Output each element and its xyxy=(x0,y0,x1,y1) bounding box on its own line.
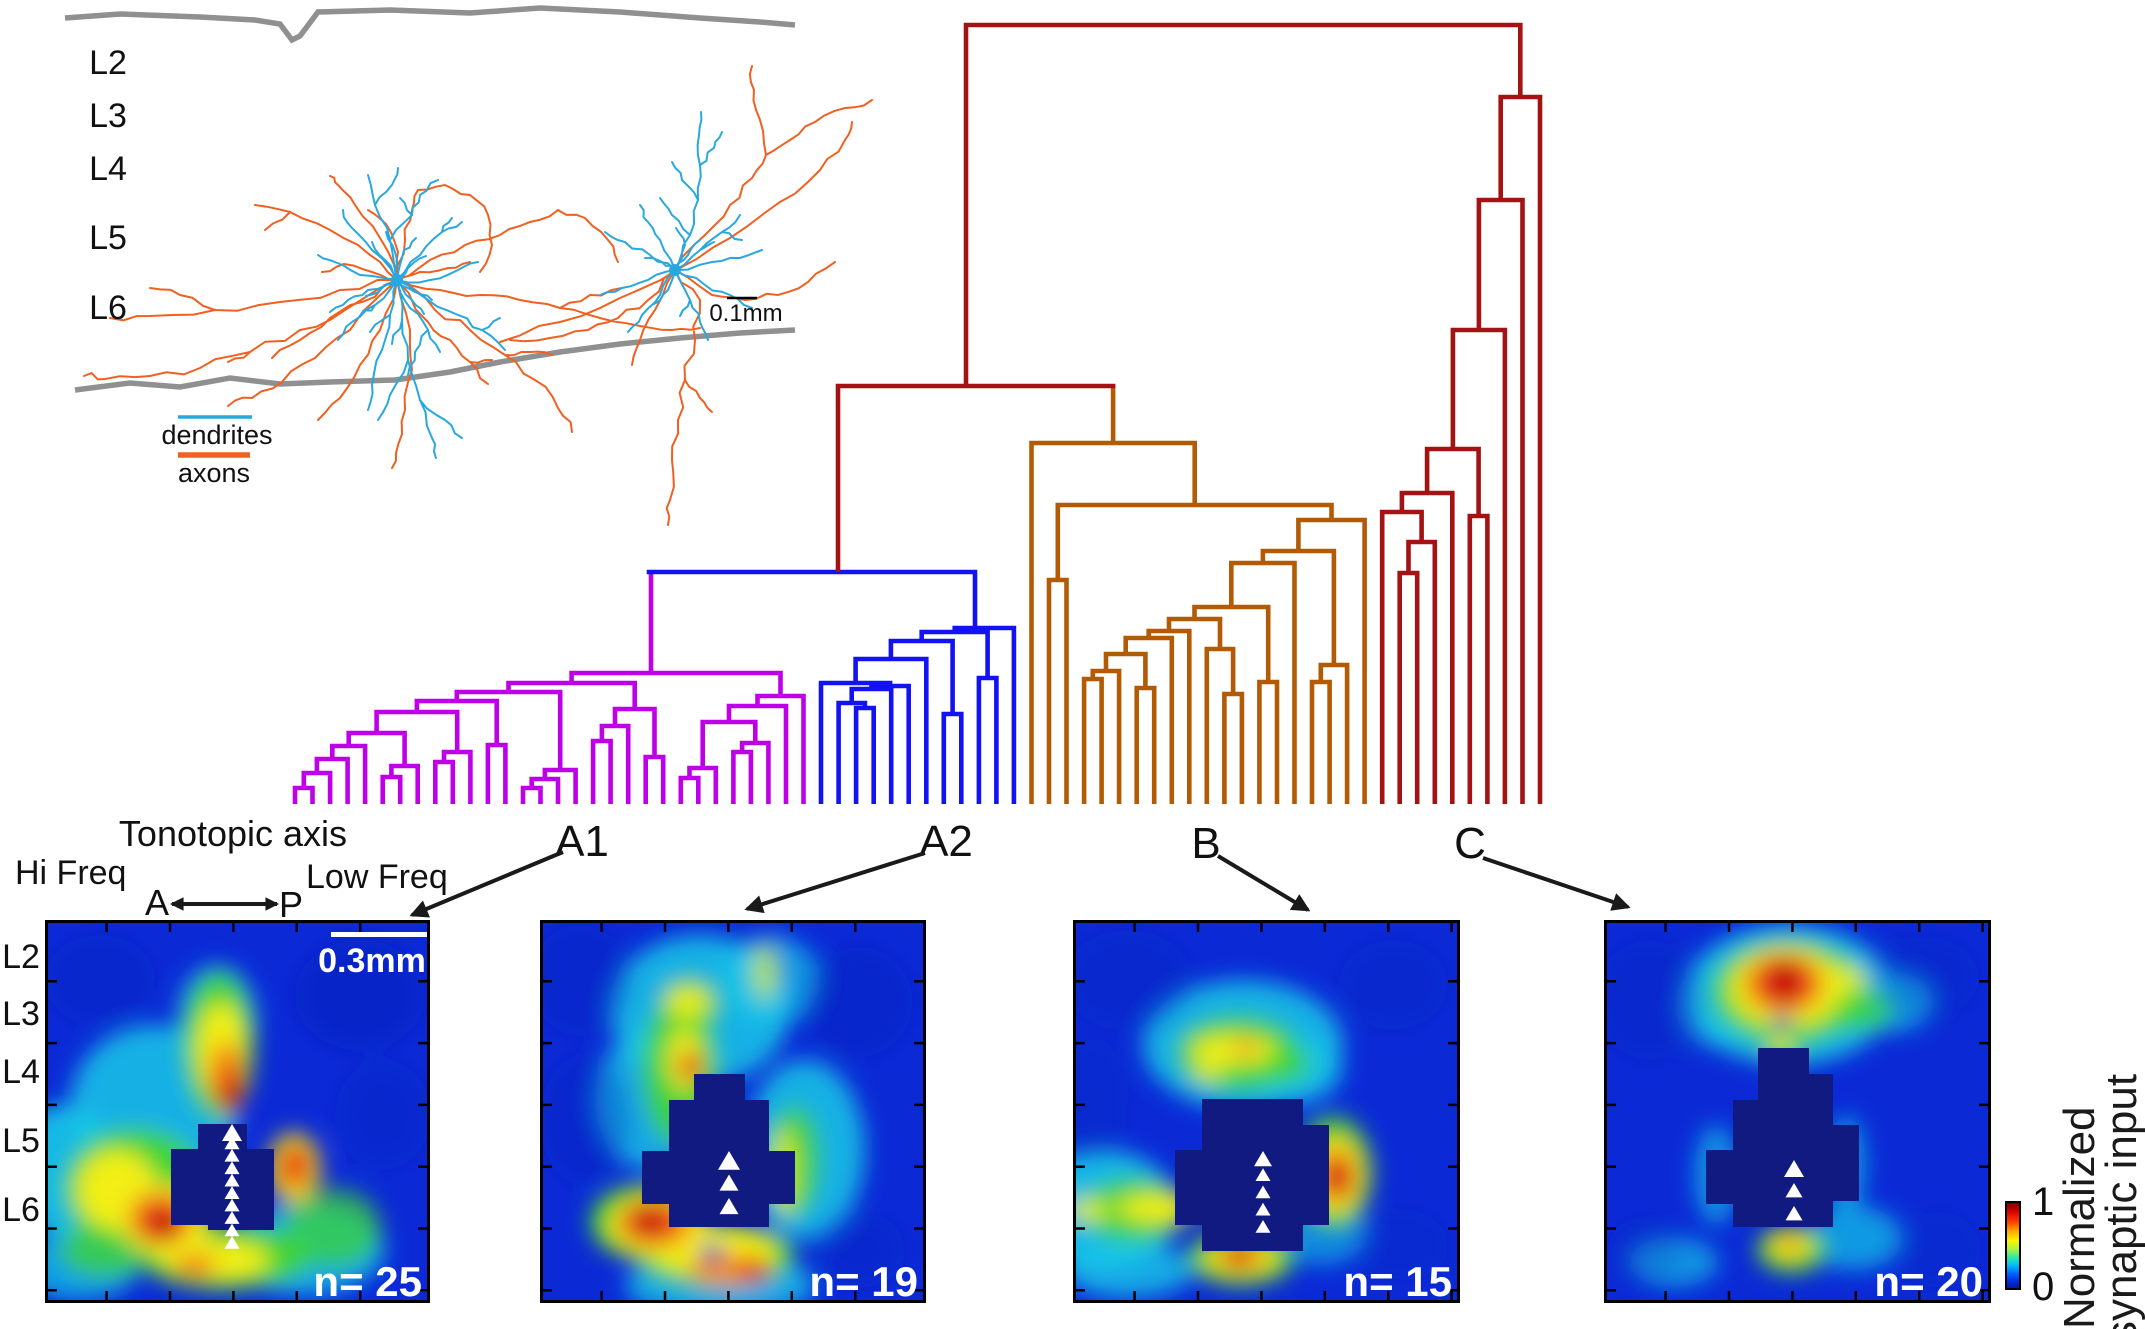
svg-text:C: C xyxy=(1454,819,1486,868)
svg-text:n= 15: n= 15 xyxy=(1343,1258,1452,1303)
svg-text:dendrites: dendrites xyxy=(161,420,272,450)
svg-text:Hi Freq: Hi Freq xyxy=(15,854,126,892)
svg-text:L6: L6 xyxy=(2,1191,40,1229)
svg-text:A1: A1 xyxy=(555,817,609,866)
svg-text:0.3mm: 0.3mm xyxy=(318,942,426,980)
svg-text:Low Freq: Low Freq xyxy=(306,858,448,896)
svg-text:P: P xyxy=(279,884,303,925)
svg-text:Normalized: Normalized xyxy=(2055,1106,2104,1329)
svg-text:0.1mm: 0.1mm xyxy=(709,300,782,327)
svg-text:n= 19: n= 19 xyxy=(809,1258,918,1303)
svg-text:L3: L3 xyxy=(2,995,40,1033)
svg-text:L2: L2 xyxy=(2,938,40,976)
svg-text:Tonotopic axis: Tonotopic axis xyxy=(119,813,347,854)
svg-text:L5: L5 xyxy=(2,1122,40,1160)
svg-text:L2: L2 xyxy=(89,44,127,82)
svg-text:A2: A2 xyxy=(919,817,973,866)
svg-text:L3: L3 xyxy=(89,97,127,135)
svg-text:B: B xyxy=(1191,819,1220,868)
svg-text:synaptic input: synaptic input xyxy=(2097,1074,2145,1329)
svg-text:n= 25: n= 25 xyxy=(313,1258,422,1303)
svg-text:L4: L4 xyxy=(2,1053,40,1091)
svg-text:n= 20: n= 20 xyxy=(1874,1258,1983,1303)
svg-text:L4: L4 xyxy=(89,150,127,188)
svg-text:A: A xyxy=(145,882,169,923)
svg-text:1: 1 xyxy=(2032,1180,2054,1224)
svg-text:L6: L6 xyxy=(89,289,127,327)
svg-text:axons: axons xyxy=(178,458,250,488)
svg-text:0: 0 xyxy=(2032,1265,2054,1309)
svg-text:L5: L5 xyxy=(89,219,127,257)
